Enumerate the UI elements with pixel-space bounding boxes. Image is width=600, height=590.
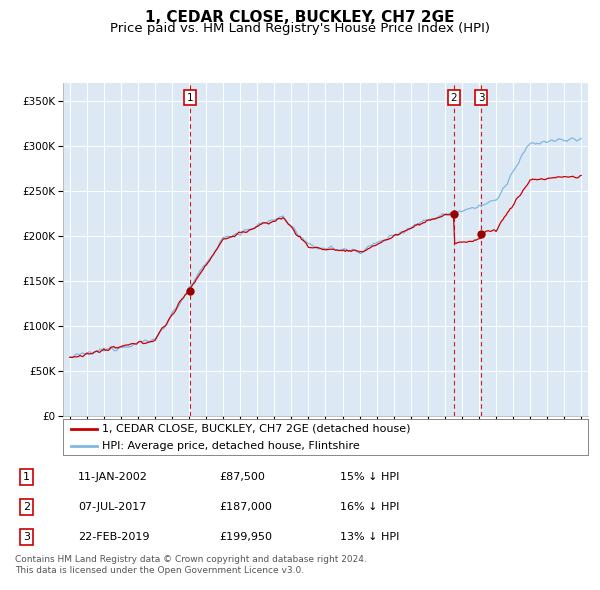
Text: £187,000: £187,000 — [220, 502, 272, 512]
Text: 2: 2 — [451, 93, 457, 103]
Text: 15% ↓ HPI: 15% ↓ HPI — [340, 471, 400, 481]
Text: £199,950: £199,950 — [220, 532, 272, 542]
Text: Contains HM Land Registry data © Crown copyright and database right 2024.: Contains HM Land Registry data © Crown c… — [15, 555, 367, 563]
Text: £87,500: £87,500 — [220, 471, 265, 481]
Text: Price paid vs. HM Land Registry's House Price Index (HPI): Price paid vs. HM Land Registry's House … — [110, 22, 490, 35]
Text: 11-JAN-2002: 11-JAN-2002 — [78, 471, 148, 481]
Text: 22-FEB-2019: 22-FEB-2019 — [78, 532, 150, 542]
Text: 1, CEDAR CLOSE, BUCKLEY, CH7 2GE: 1, CEDAR CLOSE, BUCKLEY, CH7 2GE — [145, 10, 455, 25]
Text: 13% ↓ HPI: 13% ↓ HPI — [340, 532, 400, 542]
Text: 3: 3 — [23, 532, 30, 542]
Text: 1: 1 — [23, 471, 30, 481]
Text: 1: 1 — [187, 93, 193, 103]
Text: 1, CEDAR CLOSE, BUCKLEY, CH7 2GE (detached house): 1, CEDAR CLOSE, BUCKLEY, CH7 2GE (detach… — [103, 424, 411, 434]
Text: 07-JUL-2017: 07-JUL-2017 — [78, 502, 146, 512]
Text: 2: 2 — [23, 502, 30, 512]
Text: HPI: Average price, detached house, Flintshire: HPI: Average price, detached house, Flin… — [103, 441, 360, 451]
Text: 16% ↓ HPI: 16% ↓ HPI — [340, 502, 400, 512]
Text: 3: 3 — [478, 93, 485, 103]
Text: This data is licensed under the Open Government Licence v3.0.: This data is licensed under the Open Gov… — [15, 566, 304, 575]
